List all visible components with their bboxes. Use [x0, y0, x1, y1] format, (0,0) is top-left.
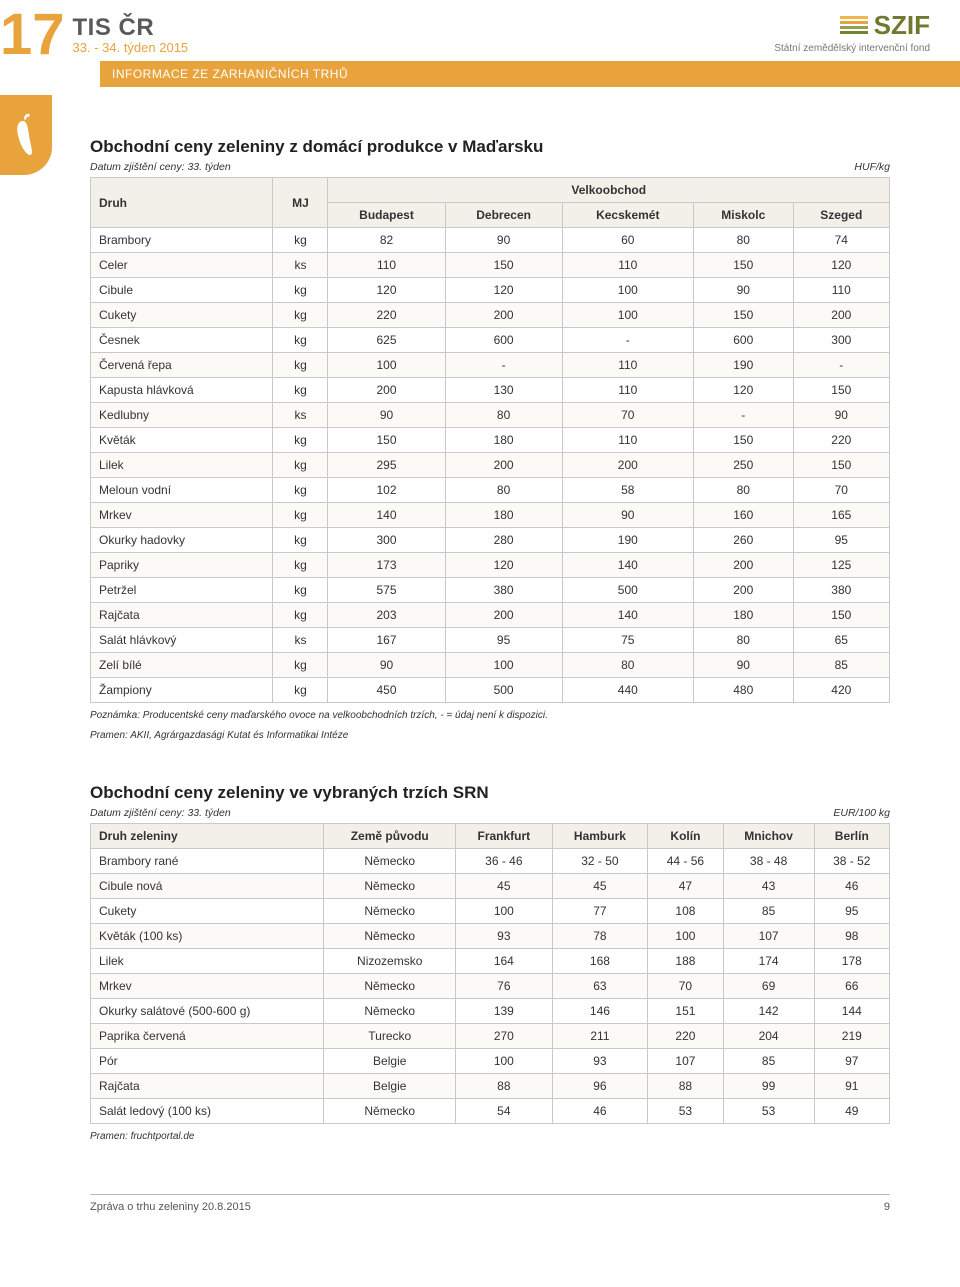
brand-block: TIS ČR 33. - 34. týden 2015 — [73, 10, 189, 55]
table-row: Kedlubnyks908070-90 — [91, 403, 890, 428]
table2-note: Pramen: fruchtportal.de — [90, 1130, 890, 1144]
table2-unit: EUR/100 kg — [833, 807, 890, 819]
table-row: MrkevNěmecko7663706966 — [91, 974, 890, 999]
table-row: Žampionykg450500440480420 — [91, 678, 890, 703]
table-row: Meloun vodníkg10280588070 — [91, 478, 890, 503]
section-title-bar: INFORMACE ZE ZARHANIČNÍCH TRHŮ — [100, 61, 960, 87]
table2-meta: Datum zjištění ceny: 33. týden EUR/100 k… — [90, 807, 890, 819]
table-row: Paprika červenáTurecko270211220204219 — [91, 1024, 890, 1049]
table-row: Rajčatakg203200140180150 — [91, 603, 890, 628]
szif-logo-block: SZIF Státní zemědělský intervenční fond — [774, 10, 930, 54]
table1-unit: HUF/kg — [854, 161, 890, 173]
table-row: Květák (100 ks)Německo937810010798 — [91, 924, 890, 949]
table-row: Salát hlávkovýks16795758065 — [91, 628, 890, 653]
table2-date: Datum zjištění ceny: 33. týden — [90, 807, 231, 819]
brand-title: TIS ČR — [73, 14, 189, 42]
footer-right: 9 — [884, 1201, 890, 1213]
table-row: Lilekkg295200200250150 — [91, 453, 890, 478]
table1-title: Obchodní ceny zeleniny z domácí produkce… — [90, 137, 890, 157]
table-row: Cuketykg220200100150200 — [91, 303, 890, 328]
table-row: Salát ledový (100 ks)Německo5446535349 — [91, 1099, 890, 1124]
table-row: Cibulekg12012010090110 — [91, 278, 890, 303]
table-row: Mrkevkg14018090160165 — [91, 503, 890, 528]
table1-date: Datum zjištění ceny: 33. týden — [90, 161, 231, 173]
table-row: Celerks110150110150120 — [91, 253, 890, 278]
table1-meta: Datum zjištění ceny: 33. týden HUF/kg — [90, 161, 890, 173]
table2: Druh zeleninyZemě původuFrankfurtHamburk… — [90, 823, 890, 1124]
page-number: 17 — [0, 10, 65, 59]
table1-col: Debrecen — [445, 203, 562, 228]
table-row: Brambory ranéNěmecko36 - 4632 - 5044 - 5… — [91, 849, 890, 874]
szif-name: SZIF — [874, 10, 930, 41]
szif-subtitle: Státní zemědělský intervenční fond — [774, 43, 930, 54]
table-row: CuketyNěmecko100771088595 — [91, 899, 890, 924]
table1-note1: Poznámka: Producentské ceny maďarského o… — [90, 709, 890, 723]
table-row: Okurky hadovkykg30028019026095 — [91, 528, 890, 553]
table-row: Kapusta hlávkovákg200130110120150 — [91, 378, 890, 403]
table2-title: Obchodní ceny zeleniny ve vybraných trzí… — [90, 783, 890, 803]
table-row: Okurky salátové (500-600 g)Německo139146… — [91, 999, 890, 1024]
table-row: Červená řepakg100-110190- — [91, 353, 890, 378]
table-row: Paprikykg173120140200125 — [91, 553, 890, 578]
table-row: Květákkg150180110150220 — [91, 428, 890, 453]
table-row: PórBelgie100931078597 — [91, 1049, 890, 1074]
table1-col: Szeged — [793, 203, 889, 228]
table1-col: Miskolc — [693, 203, 793, 228]
table1-col: Budapest — [328, 203, 445, 228]
table-row: Petrželkg575380500200380 — [91, 578, 890, 603]
table1-group-header: Velkoobchod — [328, 178, 890, 203]
table-row: Cibule nováNěmecko4545474346 — [91, 874, 890, 899]
table1-note2: Pramen: AKII, Agrárgazdasági Kutat és In… — [90, 729, 890, 743]
table-row: Bramborykg8290608074 — [91, 228, 890, 253]
pepper-icon — [0, 95, 52, 175]
table1-col: Kecskemét — [562, 203, 693, 228]
szif-bars-icon — [840, 16, 868, 36]
table1-col-mj: MJ — [273, 178, 328, 228]
page-header: 17 TIS ČR 33. - 34. týden 2015 SZIF Stát… — [0, 0, 960, 59]
table1-col-druh: Druh — [91, 178, 273, 228]
table1: Druh MJ Velkoobchod BudapestDebrecenKecs… — [90, 177, 890, 703]
footer-left: Zpráva o trhu zeleniny 20.8.2015 — [90, 1201, 251, 1213]
week-label: 33. - 34. týden 2015 — [73, 40, 189, 55]
table-row: LilekNizozemsko164168188174178 — [91, 949, 890, 974]
table-row: RajčataBelgie8896889991 — [91, 1074, 890, 1099]
page-footer: Zpráva o trhu zeleniny 20.8.2015 9 — [90, 1194, 890, 1233]
table-row: Česnekkg625600-600300 — [91, 328, 890, 353]
table-row: Zelí bílékg90100809085 — [91, 653, 890, 678]
header-left: 17 TIS ČR 33. - 34. týden 2015 — [0, 10, 188, 59]
